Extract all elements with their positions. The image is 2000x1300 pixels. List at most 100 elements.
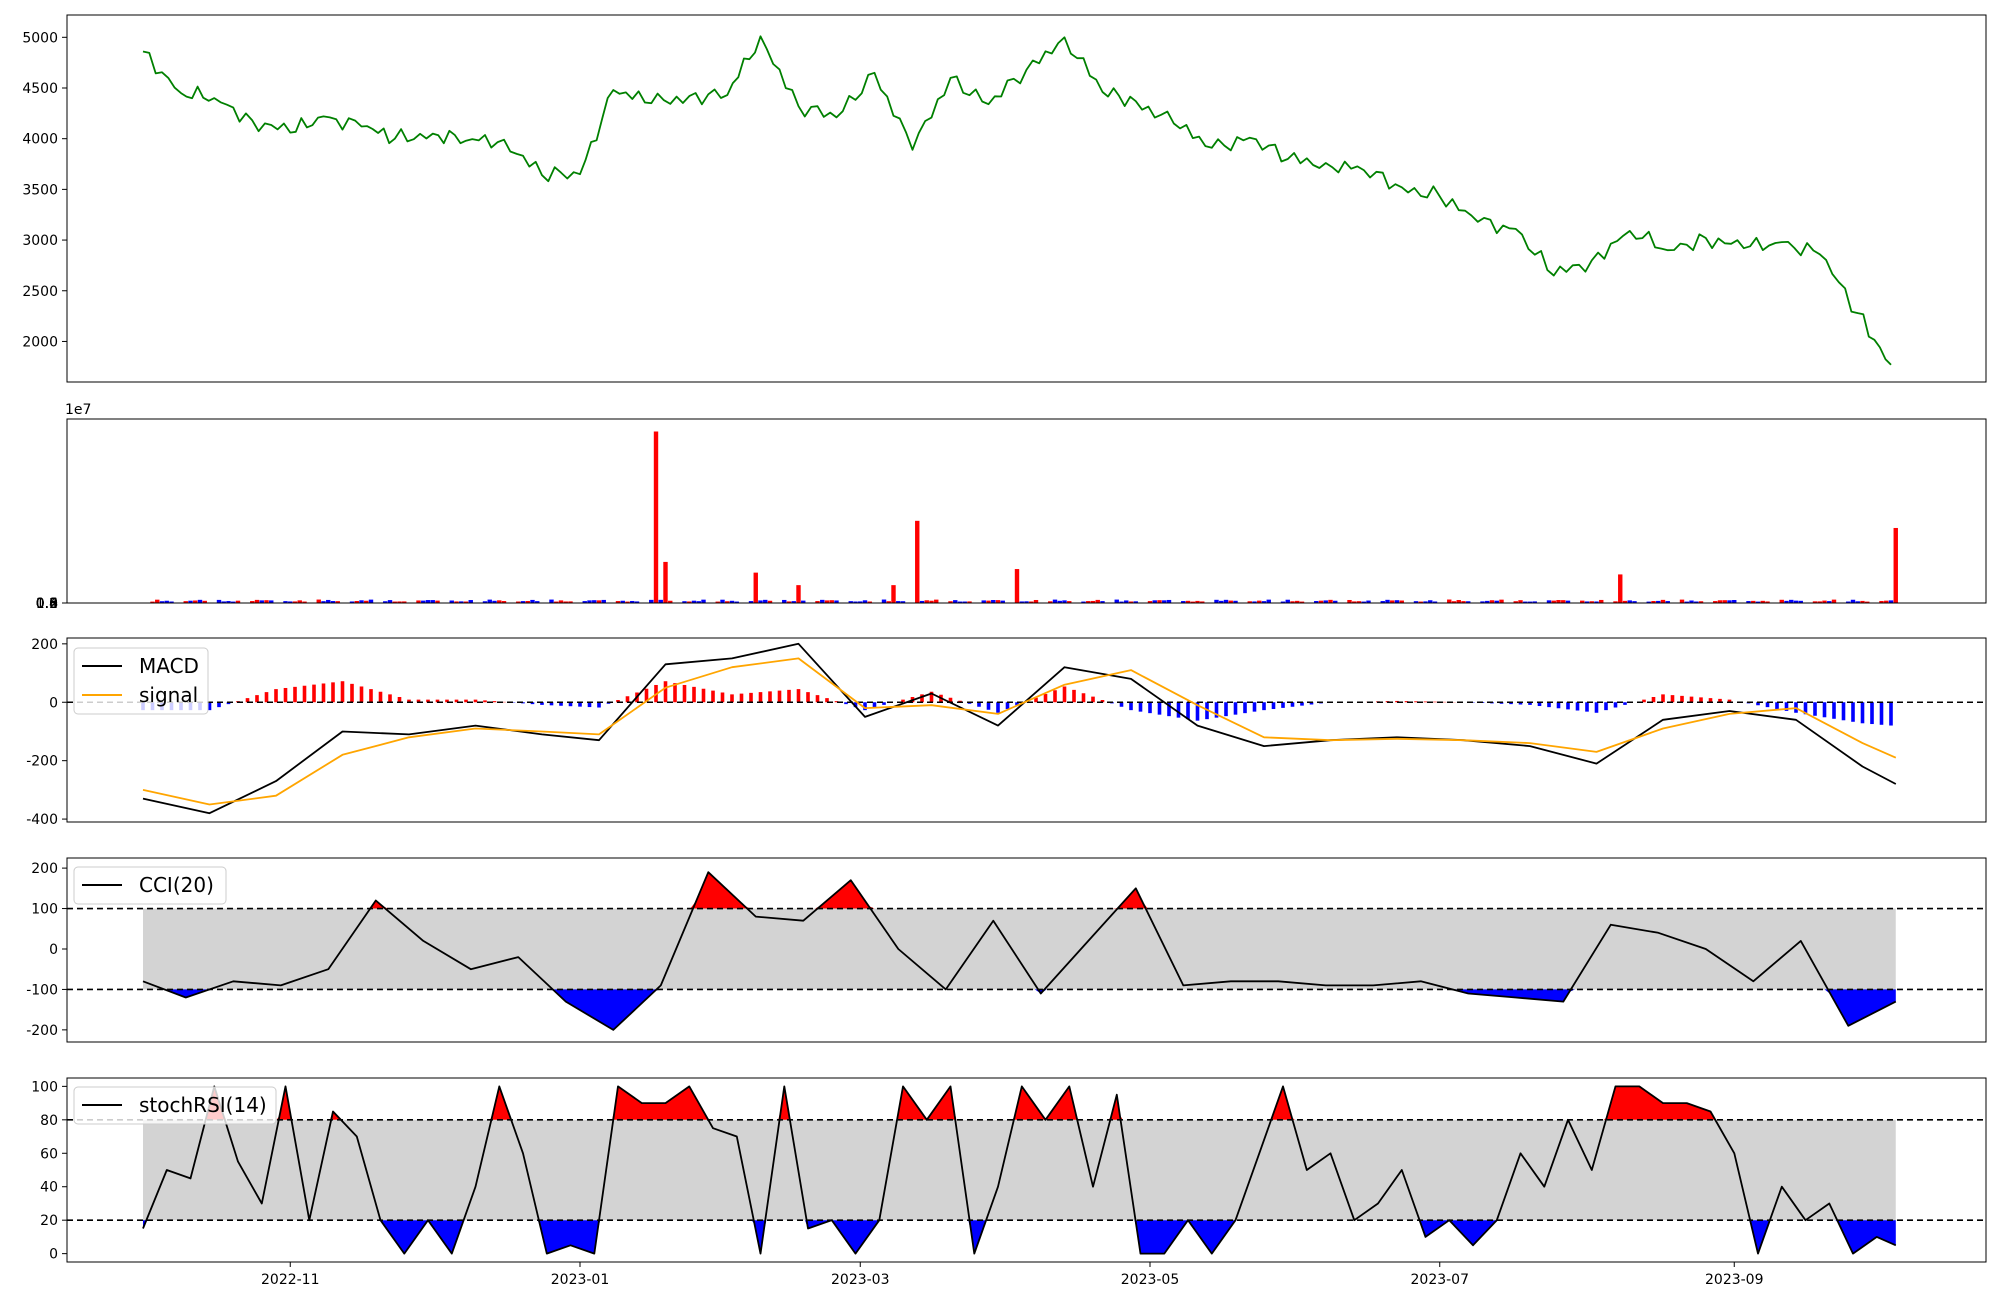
macd-histogram-bar bbox=[1670, 695, 1675, 703]
macd-line bbox=[142, 642, 1897, 815]
volume-bar bbox=[824, 600, 830, 603]
volume-bar bbox=[1499, 599, 1504, 603]
volume-bar bbox=[1000, 600, 1005, 603]
volume-bar bbox=[1447, 599, 1452, 603]
volume-bar bbox=[1228, 600, 1233, 603]
cci-ytick-label: -100 bbox=[26, 982, 58, 998]
volume-bar bbox=[1822, 600, 1827, 603]
volume-bar bbox=[259, 600, 264, 603]
macd-ytick-label: 0 bbox=[49, 695, 58, 711]
signal-line bbox=[142, 657, 1897, 806]
macd-histogram-bar bbox=[1718, 698, 1722, 703]
volume-bar bbox=[563, 601, 568, 603]
macd-histogram-bar bbox=[1879, 702, 1884, 725]
volume-bar bbox=[1214, 599, 1219, 603]
macd-histogram-bar bbox=[682, 684, 687, 703]
macd-histogram-bar bbox=[388, 694, 392, 703]
volume-bar bbox=[1646, 601, 1651, 603]
volume-bar bbox=[1114, 599, 1119, 603]
volume-bar bbox=[1128, 601, 1134, 603]
volume-bar bbox=[791, 601, 796, 603]
volume-bar bbox=[649, 599, 654, 603]
cci-neutral-band bbox=[143, 908, 1896, 990]
stochrsi-ytick-label: 60 bbox=[40, 1146, 58, 1162]
volume-bar bbox=[1133, 601, 1138, 603]
volume-bar bbox=[758, 600, 763, 603]
x-tick-label: 2023-01 bbox=[551, 1272, 610, 1288]
volume-bar bbox=[1689, 600, 1694, 603]
macd-histogram-bar bbox=[882, 702, 886, 705]
volume-bar bbox=[1494, 600, 1499, 603]
volume-bar bbox=[349, 601, 355, 603]
volume-bar bbox=[786, 601, 792, 603]
volume-bar bbox=[1789, 599, 1794, 603]
volume-bar bbox=[202, 600, 207, 603]
volume-bar bbox=[1746, 601, 1751, 603]
cci-legend: CCI(20) bbox=[73, 866, 227, 905]
volume-bar bbox=[1755, 601, 1761, 603]
volume-bar bbox=[1062, 600, 1067, 603]
volume-bar bbox=[197, 599, 203, 603]
volume-bar bbox=[402, 601, 407, 603]
price-ytick-label: 3000 bbox=[22, 233, 58, 249]
stochrsi-ytick-label: 20 bbox=[40, 1213, 58, 1229]
volume-bar bbox=[1095, 599, 1100, 603]
volume-bar bbox=[1865, 601, 1870, 603]
volume-bar bbox=[549, 599, 554, 603]
macd-histogram-bar bbox=[1870, 702, 1874, 725]
volume-bar bbox=[1727, 600, 1732, 603]
macd-histogram-bar bbox=[264, 692, 269, 703]
volume-bar bbox=[321, 601, 326, 603]
volume-y-axis: 0.00.20.40.60.81.0 bbox=[36, 596, 67, 612]
volume-bar bbox=[934, 599, 939, 603]
macd-histogram-bar bbox=[1765, 702, 1770, 708]
volume-bar bbox=[587, 600, 592, 603]
volume-bar bbox=[1219, 600, 1224, 603]
stochrsi-legend-label: stochRSI(14) bbox=[139, 1093, 267, 1117]
volume-bar bbox=[1333, 600, 1338, 603]
price-axes-frame bbox=[66, 14, 1987, 383]
stochrsi-axes-frame bbox=[66, 1077, 1987, 1263]
cci-ytick-label: 0 bbox=[49, 942, 58, 958]
macd-histogram-bar bbox=[1889, 702, 1893, 726]
volume-axes-frame bbox=[66, 418, 1987, 604]
macd-histogram-bar bbox=[559, 702, 563, 706]
macd-histogram-bar bbox=[663, 681, 668, 703]
macd-histogram-bar bbox=[1053, 690, 1057, 703]
volume-bar bbox=[454, 601, 459, 603]
macd-legend-box bbox=[73, 647, 209, 715]
macd-histogram-bar bbox=[1043, 693, 1048, 703]
volume-bar bbox=[235, 600, 241, 603]
macd-histogram-bar bbox=[996, 702, 1000, 713]
macd-histogram-bar bbox=[312, 684, 316, 703]
volume-bar bbox=[1627, 600, 1632, 603]
volume-bar bbox=[1057, 600, 1062, 603]
volume-bar bbox=[1879, 600, 1884, 603]
volume-bar bbox=[1860, 600, 1865, 603]
volume-bar bbox=[1713, 601, 1718, 603]
volume-bar bbox=[1722, 600, 1727, 603]
volume-bar bbox=[269, 600, 274, 603]
volume-bar bbox=[383, 601, 388, 603]
volume-bar bbox=[221, 601, 226, 603]
volume-bar bbox=[535, 601, 540, 603]
volume-bar bbox=[1347, 599, 1352, 603]
volume-bar bbox=[558, 600, 564, 603]
volume-bar bbox=[848, 601, 853, 603]
volume-bar bbox=[1651, 601, 1656, 603]
macd-histogram-bar bbox=[1604, 702, 1608, 711]
macd-histogram-bar bbox=[1224, 702, 1228, 717]
macd-histogram-bar bbox=[1813, 702, 1817, 716]
volume-bar bbox=[1252, 601, 1257, 603]
price-y-axis: 2000 2500 3000 3500 4000 4500 5000 bbox=[22, 30, 67, 350]
volume-panel: 0.00.20.40.60.81.0 1e7 bbox=[36, 402, 1987, 612]
macd-histogram-bar bbox=[777, 690, 782, 703]
price-panel: 2000 2500 3000 3500 4000 4500 5000 bbox=[22, 14, 1987, 383]
volume-bar bbox=[392, 601, 397, 603]
volume-bar bbox=[1257, 600, 1262, 603]
volume-bar bbox=[1019, 601, 1024, 603]
x-tick-label: 2023-03 bbox=[831, 1272, 890, 1288]
volume-bar bbox=[630, 600, 635, 603]
volume-bar bbox=[497, 600, 502, 603]
volume-bar bbox=[216, 599, 222, 603]
